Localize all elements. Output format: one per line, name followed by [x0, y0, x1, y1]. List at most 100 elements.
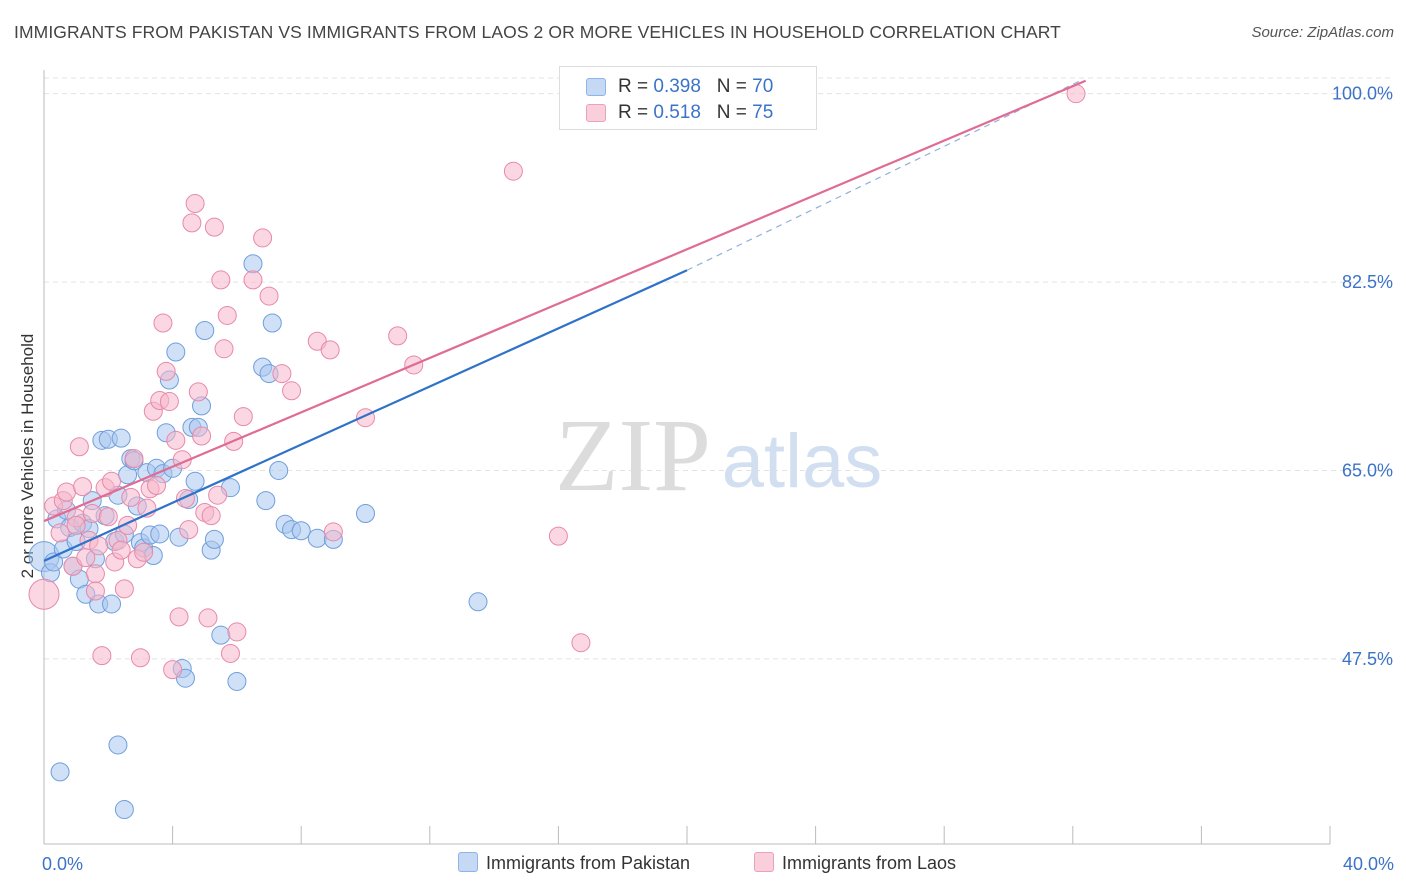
laos-point [50, 523, 70, 543]
grid [44, 77, 1394, 660]
laos-point [73, 477, 93, 497]
pakistan-point [468, 592, 488, 612]
laos-point [220, 643, 240, 663]
laos-point [98, 507, 118, 527]
legend-stats: R = 0.398 N = 70 R = 0.518 N = 75 [559, 66, 817, 130]
pakistan-point [111, 428, 131, 448]
pakistan-point [204, 529, 224, 549]
y-tick-label: 65.0% [1342, 460, 1393, 480]
legend-series: Immigrants from Pakistan Immigrants from… [0, 852, 1406, 878]
legend-item-pakistan[interactable]: Immigrants from Pakistan [458, 852, 690, 874]
laos-point [320, 340, 340, 360]
laos-point [114, 579, 134, 599]
laos-point [503, 161, 523, 181]
laos-point [124, 449, 144, 469]
pakistan-point [262, 313, 282, 333]
legend-stats-text: R = 0.398 N = 70 [618, 76, 774, 97]
laos-point [102, 471, 122, 491]
pakistan-point [166, 342, 186, 362]
laos-point [66, 515, 86, 535]
watermark: ZIP atlas [555, 398, 882, 513]
laos-point [159, 392, 179, 412]
data-points [28, 84, 1086, 820]
laos-point [179, 520, 199, 540]
laos-point [134, 542, 154, 562]
pakistan-trend-extension [686, 79, 1083, 271]
laos-point [188, 382, 208, 402]
pakistan-point [269, 460, 289, 480]
laos-point [571, 633, 591, 653]
trend-lines [43, 79, 1087, 562]
pakistan-point [185, 471, 205, 491]
laos-point [163, 660, 183, 680]
laos-point [217, 305, 237, 325]
laos-swatch [754, 852, 774, 872]
pakistan-point [108, 735, 128, 755]
pakistan-point [307, 528, 327, 548]
chart-title: IMMIGRANTS FROM PAKISTAN VS IMMIGRANTS F… [14, 22, 1061, 42]
laos-point [28, 578, 60, 610]
laos-point [82, 504, 102, 524]
laos-point [121, 487, 141, 507]
pakistan-point [356, 504, 375, 524]
pakistan-point [291, 521, 311, 541]
laos-point [147, 476, 167, 496]
laos-point [214, 339, 234, 359]
laos-point [166, 430, 186, 450]
laos-point [548, 526, 568, 546]
laos-point [153, 313, 173, 333]
laos-point [111, 540, 131, 560]
pakistan-point [256, 491, 276, 511]
pakistan-trend-line [43, 269, 688, 562]
watermark-zip: ZIP [555, 398, 711, 513]
pakistan-swatch [458, 852, 478, 872]
laos-point [323, 522, 343, 542]
x-tick-label: 40.0% [1343, 854, 1394, 874]
pakistan-point [227, 671, 247, 691]
laos-swatch [586, 104, 606, 122]
laos-point [185, 193, 205, 213]
laos-point [156, 361, 176, 381]
laos-point [204, 217, 224, 237]
axes [43, 70, 1331, 845]
laos-point [130, 648, 150, 668]
laos-point [192, 426, 212, 446]
tick-labels: 47.5% 65.0% 82.5% 100.0% 0.0% 40.0% [42, 84, 1394, 874]
laos-point [211, 270, 231, 290]
laos-point [208, 485, 228, 505]
laos-point [243, 270, 263, 290]
y-tick-label: 82.5% [1342, 272, 1393, 292]
laos-point [282, 381, 302, 401]
laos-point [57, 482, 77, 502]
laos-point [175, 488, 195, 508]
y-tick-label: 47.5% [1342, 649, 1393, 669]
legend-stats-text: R = 0.518 N = 75 [618, 102, 774, 123]
pakistan-swatch [586, 78, 606, 96]
legend-item-laos[interactable]: Immigrants from Laos [754, 852, 956, 874]
laos-point [169, 607, 189, 627]
laos-point [198, 608, 218, 628]
laos-point [259, 286, 279, 306]
legend-label: Immigrants from Laos [782, 853, 957, 873]
laos-point [69, 437, 89, 457]
laos-point [227, 622, 247, 642]
pakistan-point [114, 800, 134, 820]
laos-point [388, 326, 408, 346]
pakistan-point [102, 594, 122, 614]
pakistan-point [195, 321, 215, 341]
laos-point [182, 213, 202, 233]
laos-point [85, 581, 105, 601]
watermark-atlas: atlas [722, 419, 883, 504]
source-note: Source: ZipAtlas.com [1251, 24, 1394, 41]
laos-point [233, 407, 253, 427]
laos-point [253, 228, 273, 248]
pakistan-point [243, 254, 263, 274]
laos-point [85, 564, 105, 584]
pakistan-point [150, 524, 170, 544]
laos-point [201, 506, 221, 526]
y-tick-label: 100.0% [1332, 84, 1393, 104]
legend-label: Immigrants from Pakistan [486, 853, 691, 873]
laos-point [272, 364, 292, 384]
pakistan-point [50, 762, 70, 782]
